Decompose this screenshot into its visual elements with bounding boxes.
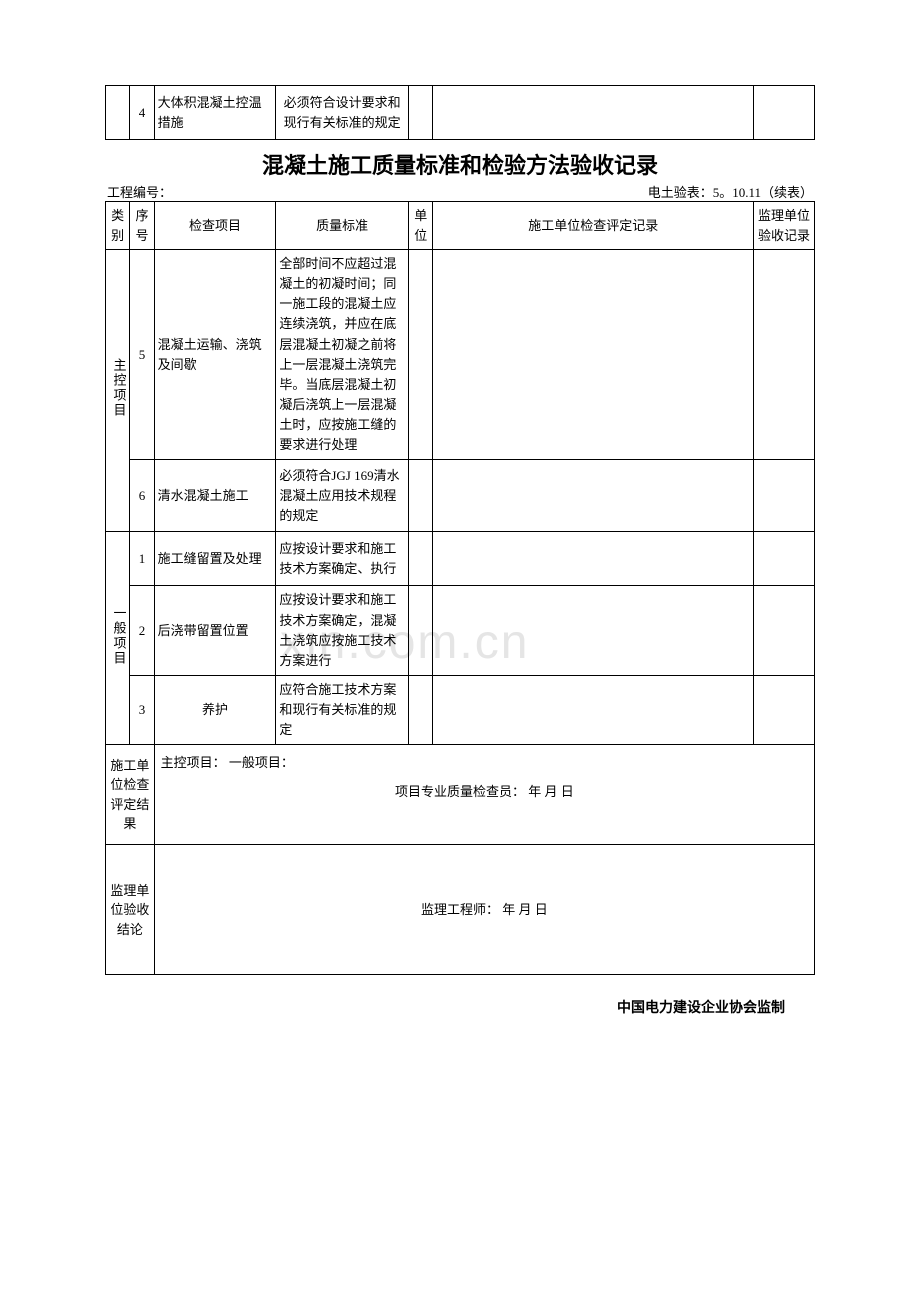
cell-unit [409, 586, 433, 676]
cell-sup [754, 586, 815, 676]
table-row: 主控项目 5 混凝土运输、浇筑及间歇 全部时间不应超过混凝土的初凝时间；同一施工… [106, 250, 815, 460]
cell-item: 清水混凝土施工 [154, 460, 276, 532]
cell-seq: 5 [130, 250, 154, 460]
table-row: 2 后浇带留置位置 应按设计要求和施工技术方案确定，混凝土浇筑应按施工技术方案进… [106, 586, 815, 676]
table-row: 4 大体积混凝土控温措施 必须符合设计要求和现行有关标准的规定 [106, 86, 815, 140]
cell-standard: 应按设计要求和施工技术方案确定，混凝土浇筑应按施工技术方案进行 [276, 586, 409, 676]
conclusion-content: 监理工程师： 年 月 日 [154, 845, 814, 975]
cell-standard: 必须符合JGJ 169清水混凝土应用技术规程的规定 [276, 460, 409, 532]
table-row: 3 养护 应符合施工技术方案和现行有关标准的规定 [106, 675, 815, 744]
page-content: 4 大体积混凝土控温措施 必须符合设计要求和现行有关标准的规定 混凝土施工质量标… [0, 0, 920, 1057]
cell-record [433, 586, 754, 676]
cell-standard: 应按设计要求和施工技术方案确定、执行 [276, 532, 409, 586]
category-main: 主控项目 [106, 250, 130, 532]
cell-empty [106, 86, 130, 140]
cell-item: 施工缝留置及处理 [154, 532, 276, 586]
category-general: 一般项目 [106, 532, 130, 745]
cell-seq: 3 [130, 675, 154, 744]
result-line2: 项目专业质量检查员： 年 月 日 [161, 778, 808, 807]
cell-record [433, 250, 754, 460]
conclusion-row: 监理单位验收结论 监理工程师： 年 月 日 [106, 845, 815, 975]
cell-item: 后浇带留置位置 [154, 586, 276, 676]
main-inspection-table: 类别 序号 检查项目 质量标准 单位 施工单位检查评定记录 监理单位验收记录 主… [105, 201, 815, 975]
document-title: 混凝土施工质量标准和检验方法验收记录 [105, 148, 815, 180]
cell-sup [754, 532, 815, 586]
result-line1: 主控项目： 一般项目： [161, 749, 808, 778]
header-unit: 单位 [409, 202, 433, 250]
cell-standard: 全部时间不应超过混凝土的初凝时间；同一施工段的混凝土应连续浇筑，并应在底层混凝土… [276, 250, 409, 460]
header-seq: 序号 [130, 202, 154, 250]
cell-item: 混凝土运输、浇筑及间歇 [154, 250, 276, 460]
cell-sup [754, 460, 815, 532]
cell-standard: 应符合施工技术方案和现行有关标准的规定 [276, 675, 409, 744]
table-row: 一般项目 1 施工缝留置及处理 应按设计要求和施工技术方案确定、执行 [106, 532, 815, 586]
cell-record [433, 675, 754, 744]
cell-unit [409, 460, 433, 532]
result-content: 主控项目： 一般项目： 项目专业质量检查员： 年 月 日 [154, 745, 814, 845]
cell-seq: 6 [130, 460, 154, 532]
footer-org: 中国电力建设企业协会监制 [105, 997, 815, 1017]
cell-sup [754, 250, 815, 460]
header-sup: 监理单位验收记录 [754, 202, 815, 250]
header-item: 检查项目 [154, 202, 276, 250]
cell-sup [754, 675, 815, 744]
header-category: 类别 [106, 202, 130, 250]
cell-sup [754, 86, 815, 140]
cell-record [433, 86, 754, 140]
cell-unit [409, 675, 433, 744]
header-record: 施工单位检查评定记录 [433, 202, 754, 250]
cell-seq: 4 [130, 86, 154, 140]
cell-unit [409, 86, 433, 140]
cell-unit [409, 532, 433, 586]
cell-record [433, 460, 754, 532]
cell-standard: 必须符合设计要求和现行有关标准的规定 [276, 86, 409, 140]
cell-record [433, 532, 754, 586]
cell-seq: 2 [130, 586, 154, 676]
conclusion-label: 监理单位验收结论 [106, 845, 155, 975]
cell-unit [409, 250, 433, 460]
result-row: 施工单位检查评定结果 主控项目： 一般项目： 项目专业质量检查员： 年 月 日 [106, 745, 815, 845]
result-label: 施工单位检查评定结果 [106, 745, 155, 845]
cell-item: 养护 [154, 675, 276, 744]
table-header-row: 类别 序号 检查项目 质量标准 单位 施工单位检查评定记录 监理单位验收记录 [106, 202, 815, 250]
cell-seq: 1 [130, 532, 154, 586]
form-id-label: 电土验表：5。10.11（续表） [648, 182, 813, 201]
header-standard: 质量标准 [276, 202, 409, 250]
table-row: 6 清水混凝土施工 必须符合JGJ 169清水混凝土应用技术规程的规定 [106, 460, 815, 532]
meta-row: 工程编号： 电土验表：5。10.11（续表） [105, 182, 815, 201]
project-number-label: 工程编号： [107, 182, 172, 201]
cell-item: 大体积混凝土控温措施 [154, 86, 276, 140]
top-fragment-table: 4 大体积混凝土控温措施 必须符合设计要求和现行有关标准的规定 [105, 85, 815, 140]
